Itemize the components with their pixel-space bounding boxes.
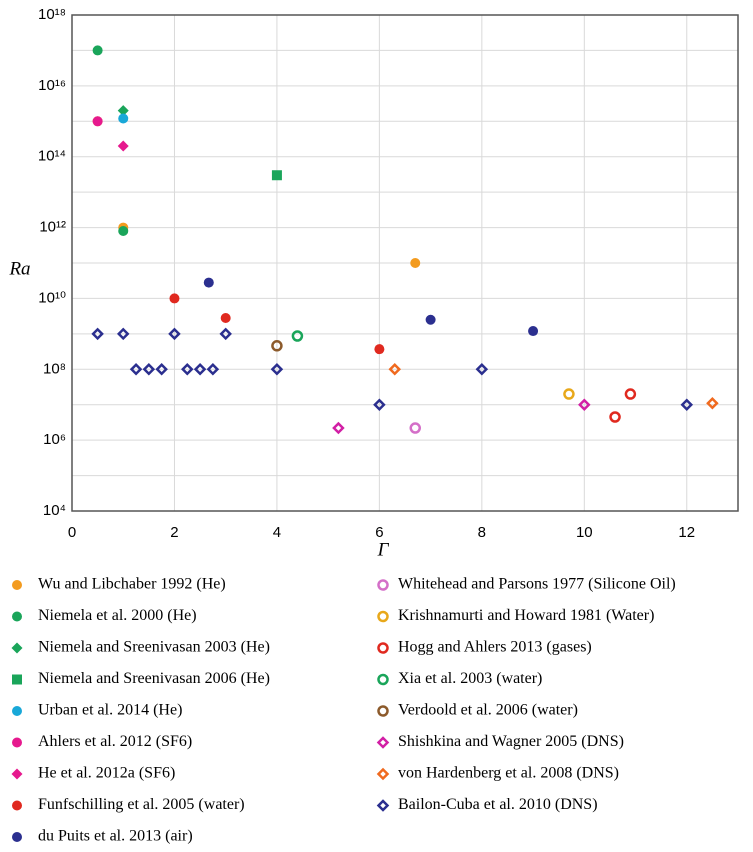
x-axis-label: Γ <box>377 539 390 560</box>
marker <box>118 113 129 124</box>
marker <box>624 388 637 400</box>
legend-label: Xia et al. 2003 (water) <box>398 670 542 687</box>
marker <box>155 363 168 376</box>
legend-label: von Hardenberg et al. 2008 (DNS) <box>398 765 619 782</box>
legend-label: Whitehead and Parsons 1977 (Silicone Oil… <box>398 576 676 593</box>
marker <box>563 388 575 400</box>
marker <box>117 140 129 152</box>
marker <box>116 327 130 341</box>
legend-marker <box>12 832 22 842</box>
marker <box>220 313 231 324</box>
marker <box>388 363 402 376</box>
legend-marker <box>11 642 23 654</box>
legend-label: Niemela and Sreenivasan 2003 (He) <box>38 639 270 656</box>
marker <box>117 105 129 117</box>
marker <box>181 363 194 376</box>
marker <box>91 327 104 341</box>
x-tick-label: 4 <box>273 524 281 541</box>
marker <box>92 116 103 127</box>
legend-marker <box>376 767 390 781</box>
legend-label: Bailon-Cuba et al. 2010 (DNS) <box>398 796 598 813</box>
marker <box>219 327 232 341</box>
legend-label: Urban et al. 2014 (He) <box>38 702 182 719</box>
legend-label: Krishnamurti and Howard 1981 (Water) <box>398 607 654 624</box>
legend-marker <box>12 580 22 590</box>
x-tick-label: 10 <box>576 524 593 541</box>
marker <box>193 363 207 376</box>
marker <box>142 363 156 376</box>
marker <box>206 363 220 376</box>
marker <box>409 422 421 434</box>
marker <box>169 293 180 304</box>
x-tick-label: 8 <box>478 524 486 541</box>
legend-label: Niemela et al. 2000 (He) <box>38 607 197 624</box>
x-tick-label: 6 <box>375 524 383 541</box>
marker <box>271 340 283 352</box>
legend-label: He et al. 2012a (SF6) <box>38 765 175 782</box>
y-tick-label: 10¹⁰ <box>38 289 66 306</box>
legend-marker <box>376 736 390 749</box>
marker <box>92 45 103 56</box>
marker <box>118 226 129 237</box>
legend-marker <box>376 799 390 812</box>
legend-label: Hogg and Ahlers 2013 (gases) <box>398 639 592 656</box>
legend-label: du Puits et al. 2013 (air) <box>38 828 193 845</box>
y-tick-label: 10⁶ <box>43 431 66 448</box>
marker <box>168 327 181 341</box>
plot-frame <box>71 14 739 512</box>
legend-marker <box>377 673 389 686</box>
y-axis-label: Ra <box>8 258 30 279</box>
marker <box>578 398 591 411</box>
marker <box>706 396 719 410</box>
x-tick-label: 2 <box>170 524 178 541</box>
legend-label: Verdoold et al. 2006 (water) <box>398 702 578 719</box>
y-tick-label: 10¹² <box>39 219 66 236</box>
y-tick-label: 10¹⁴ <box>38 148 66 165</box>
legend-marker <box>12 674 22 685</box>
y-tick-label: 10¹⁶ <box>38 77 66 94</box>
y-tick-label: 10⁴ <box>43 502 66 519</box>
legend-marker <box>12 611 22 622</box>
legend-label: Shishkina and Wagner 2005 (DNS) <box>398 733 624 750</box>
legend-marker <box>11 768 23 780</box>
marker <box>680 398 694 411</box>
legend-marker <box>12 800 22 811</box>
marker <box>373 398 386 411</box>
marker <box>410 258 421 268</box>
legend-marker <box>12 737 22 748</box>
legend-label: Niemela and Sreenivasan 2006 (He) <box>38 670 270 687</box>
x-tick-label: 12 <box>678 524 695 541</box>
marker <box>291 330 304 342</box>
legend-marker <box>12 706 22 716</box>
marker <box>129 363 143 376</box>
marker <box>425 314 436 325</box>
legend-label: Ahlers et al. 2012 (SF6) <box>38 733 192 750</box>
legend-marker <box>377 579 389 591</box>
marker <box>475 363 489 376</box>
marker <box>270 363 284 376</box>
legend-marker <box>377 610 389 623</box>
legend-label: Funfschilling et al. 2005 (water) <box>38 796 245 813</box>
marker <box>271 170 282 181</box>
marker <box>528 326 539 337</box>
marker <box>203 277 214 288</box>
marker <box>332 421 345 435</box>
y-tick-label: 10⁸ <box>43 360 66 377</box>
legend-marker <box>377 705 389 717</box>
marker <box>374 344 385 355</box>
y-tick-label: 10¹⁸ <box>38 6 66 23</box>
marker <box>609 411 621 423</box>
legend-label: Wu and Libchaber 1992 (He) <box>38 576 226 593</box>
legend-marker <box>377 642 389 654</box>
x-tick-label: 0 <box>68 524 76 541</box>
